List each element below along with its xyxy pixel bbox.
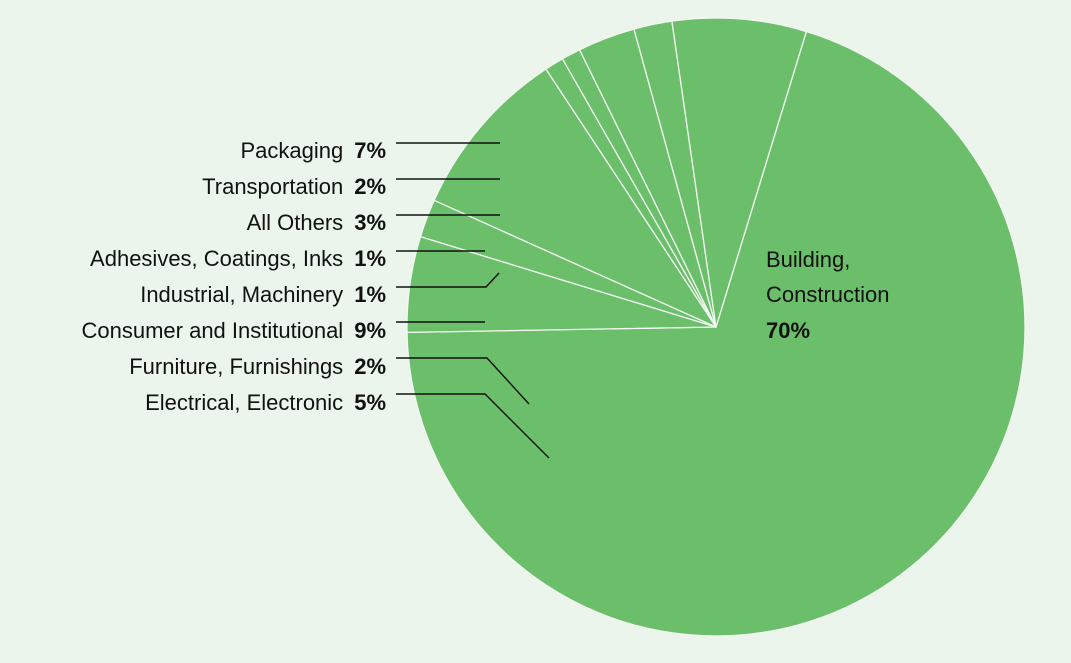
slice-value-industrial-machinery: 1% — [354, 282, 386, 307]
pie-slice-building-construction — [406, 30, 1026, 637]
slice-value-electrical-electronic: 5% — [354, 390, 386, 415]
inside-label-line-1: Building, — [766, 247, 850, 272]
slice-value-adhesives-coatings-inks: 1% — [354, 246, 386, 271]
slice-name-adhesives-coatings-inks: Adhesives, Coatings, Inks — [90, 246, 343, 271]
slice-label-furniture-furnishings: 2% Furniture, Furnishings — [129, 354, 386, 379]
slice-name-industrial-machinery: Industrial, Machinery — [140, 282, 343, 307]
slice-label-industrial-machinery: 1% Industrial, Machinery — [140, 282, 386, 307]
leader-line-electrical-electronic — [396, 393, 550, 459]
slice-value-transportation: 2% — [354, 174, 386, 199]
slice-value-packaging: 7% — [354, 138, 386, 163]
pie-slice-consumer-and-institutional — [433, 68, 717, 328]
slice-value-furniture-furnishings: 2% — [354, 354, 386, 379]
slice-name-transportation: Transportation — [202, 174, 343, 199]
slice-name-electrical-electronic: Electrical, Electronic — [145, 390, 343, 415]
inside-label-value: 70% — [766, 318, 810, 343]
slice-name-furniture-furnishings: Furniture, Furnishings — [129, 354, 343, 379]
slice-label-transportation: 2% Transportation — [202, 174, 386, 199]
labels-layer: 5% Electrical, Electronic 2% Furniture, Fur… — [81, 138, 386, 415]
inside-label: Building, Construction 70% — [766, 247, 890, 343]
slice-label-packaging: 7% Packaging — [240, 138, 386, 163]
leaders-layer — [396, 142, 550, 459]
slice-value-consumer-and-institutional: 9% — [354, 318, 386, 343]
pie-slice-packaging — [671, 17, 807, 328]
slice-label-electrical-electronic: 5% Electrical, Electronic — [145, 390, 386, 415]
slices-layer — [406, 17, 1026, 637]
leader-line-industrial-machinery — [396, 272, 500, 288]
slice-value-all-others: 3% — [354, 210, 386, 235]
slice-name-consumer-and-institutional: Consumer and Institutional — [81, 318, 343, 343]
slice-label-adhesives-coatings-inks: 1% Adhesives, Coatings, Inks — [90, 246, 386, 271]
inside-label-line-2: Construction — [766, 282, 890, 307]
slice-label-all-others: 3% All Others — [247, 210, 386, 235]
leader-line-furniture-furnishings — [396, 357, 530, 405]
slice-name-all-others: All Others — [247, 210, 344, 235]
slice-label-consumer-and-institutional: 9% Consumer and Institutional — [81, 318, 386, 343]
slice-name-packaging: Packaging — [240, 138, 343, 163]
